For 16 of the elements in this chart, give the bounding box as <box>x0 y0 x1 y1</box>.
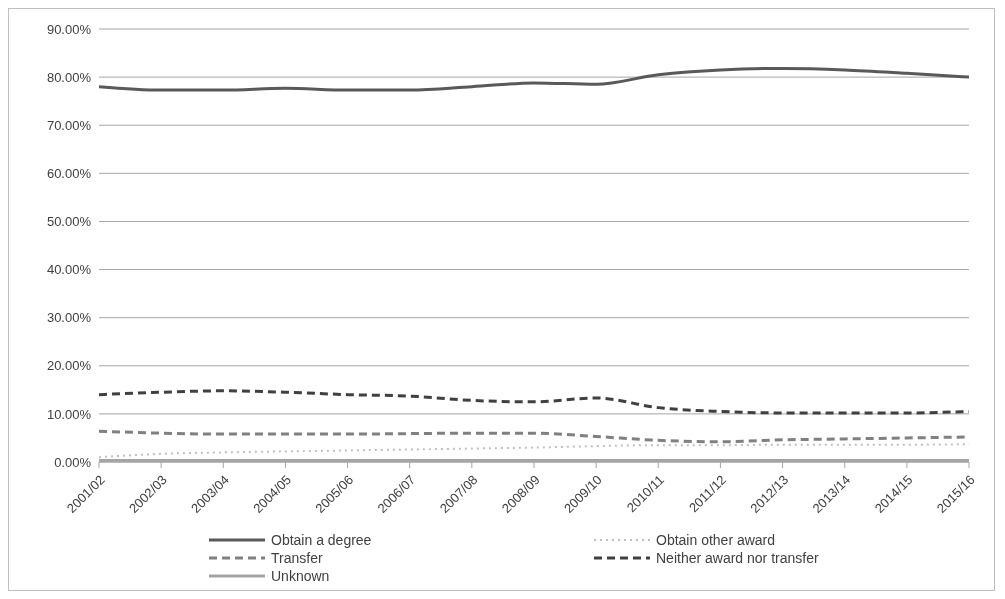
legend-label: Obtain a degree <box>271 532 372 548</box>
legend-label: Neither award nor transfer <box>656 550 819 566</box>
y-tick-label: 10.00% <box>46 406 92 422</box>
legend-label: Transfer <box>271 550 323 566</box>
y-tick-label: 0.00% <box>54 454 92 470</box>
y-tick-label: 40.00% <box>46 262 92 278</box>
y-tick-label: 60.00% <box>46 165 92 181</box>
y-tick-label: 70.00% <box>46 117 92 133</box>
y-tick-label: 20.00% <box>46 358 92 374</box>
legend-label: Unknown <box>271 568 330 584</box>
y-tick-label: 30.00% <box>46 310 92 326</box>
y-tick-label: 90.00% <box>46 21 92 37</box>
y-tick-label: 50.00% <box>46 214 92 230</box>
legend-label: Obtain other award <box>656 532 776 548</box>
line-series <box>97 66 971 92</box>
y-tick-label: 80.00% <box>46 69 92 85</box>
